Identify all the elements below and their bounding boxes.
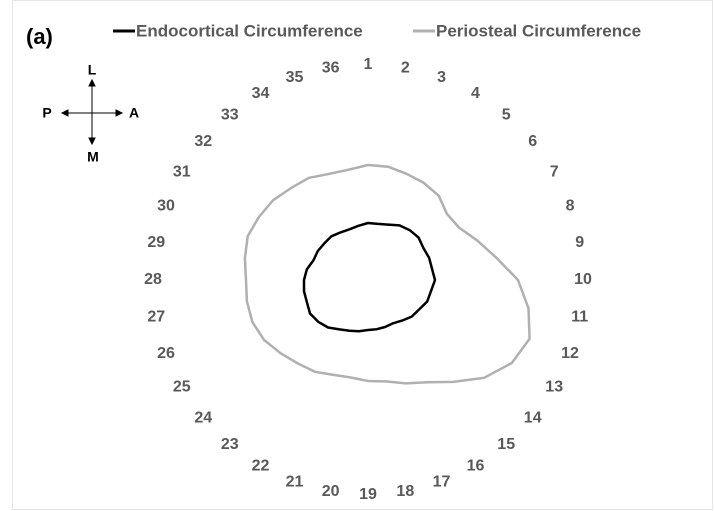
category-label: 13 [545,379,563,396]
series-line [302,221,437,333]
category-label: 27 [147,309,165,326]
compass-label: L [88,62,97,78]
category-label: 9 [575,234,584,251]
compass-arrows [60,78,124,146]
category-label: 2 [401,59,410,76]
category-label: 25 [173,379,191,396]
category-label: 1 [364,56,373,73]
compass-label: P [42,105,51,121]
compass [60,78,124,146]
category-label: 6 [528,133,537,150]
category-label: 8 [566,198,575,215]
category-label: 24 [194,409,212,426]
category-label: 29 [147,234,165,251]
series-line [243,163,531,385]
category-label: 22 [252,457,270,474]
category-label: 32 [194,133,212,150]
compass-label: M [87,149,99,165]
category-label: 33 [221,107,239,124]
category-label: 26 [157,345,175,362]
category-label: 4 [471,85,480,102]
category-label: 14 [524,409,542,426]
category-label: 20 [322,483,340,500]
category-label: 7 [550,164,559,181]
panel-label: (a) [26,24,53,49]
category-label: 19 [359,486,377,503]
category-label: 34 [252,85,270,102]
category-label: 3 [437,69,446,86]
category-label: 23 [221,436,239,453]
category-label: 10 [574,271,592,288]
category-label: 28 [144,271,162,288]
legend-label: Periosteal Circumference [436,21,641,40]
category-label: 16 [467,457,485,474]
category-label: 12 [561,345,579,362]
category-label: 18 [396,483,414,500]
compass-label: A [129,105,139,121]
category-label: 15 [497,436,515,453]
category-label: 5 [502,107,511,124]
frame [12,0,713,510]
category-label: 21 [286,473,304,490]
category-label: 36 [322,59,340,76]
category-label: 35 [286,69,304,86]
category-label: 30 [157,198,175,215]
legend-label: Endocortical Circumference [136,21,363,40]
category-label: 17 [433,473,451,490]
category-label: 11 [571,309,588,326]
category-label: 31 [173,164,191,181]
